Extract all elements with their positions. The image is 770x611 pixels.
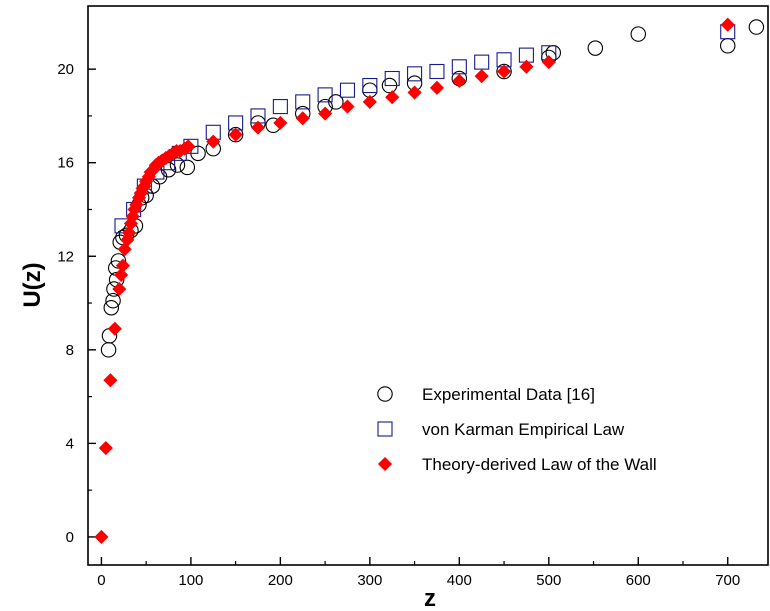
law-of-wall-point [120,232,135,248]
experimental-data-point [169,157,186,173]
y-tick-label: 0 [66,529,74,546]
legend-marker [377,456,393,472]
law-of-wall-point [98,440,114,456]
legend-marker [377,386,393,402]
law-of-wall-point [228,127,243,142]
law-of-wall-point [474,69,489,84]
x-tick-label: 400 [447,572,472,589]
x-tick-label: 100 [178,572,203,589]
data-marks [94,17,765,545]
axis-ticks: 0 100 200 300 400 500 600 700 0 4 8 12 16 20 [57,61,740,589]
law-of-wall-point [429,80,445,96]
law-of-wall-point [94,529,109,545]
legend-label: von Karman Empirical Law [422,420,625,439]
legend: Experimental Data [16] von Karman Empiric… [377,385,657,474]
law-of-wall-point [113,267,129,283]
y-tick-label: 8 [66,342,74,359]
law-of-wall-point [385,90,400,105]
series-2 [114,24,736,234]
legend-marker [377,421,393,437]
von-karman-point [362,77,378,94]
y-tick-label: 16 [57,155,74,172]
experimental-data-point [587,40,604,56]
law-of-wall-point [452,73,467,88]
von-karman-point [339,82,356,98]
y-axis-title: U(z) [19,262,46,307]
law-of-wall-point [250,120,266,135]
experimental-data-point [496,63,512,80]
law-of-wall-point [496,64,512,79]
von-karman-point [429,63,445,80]
x-tick-label: 700 [715,572,740,589]
experimental-data-point [105,292,121,309]
y-tick-label: 4 [66,435,74,452]
von-karman-point [407,66,423,82]
law-of-wall-point [117,242,132,257]
von-karman-point [474,54,490,70]
experimental-data-point [227,126,244,143]
experimental-data-point [179,159,196,176]
y-tick-label: 20 [57,61,74,78]
series-1 [100,19,765,358]
law-of-wall-point [103,373,118,388]
x-tick-label: 600 [626,572,651,589]
law-of-wall-point [340,99,355,114]
von-karman-point [295,94,311,110]
law-of-wall-point [295,111,310,126]
law-of-wall-point [273,115,288,131]
x-axis-title: z [424,585,436,611]
y-tick-label: 12 [57,248,74,265]
law-of-wall-point [720,17,735,32]
law-of-wall-point [317,106,333,121]
law-of-wall-point [122,225,137,241]
x-tick-label: 500 [536,572,561,589]
experimental-data-point [103,299,120,316]
von-karman-point [317,87,333,103]
x-tick-label: 200 [268,572,293,589]
legend-label: Experimental Data [16] [422,385,595,404]
experimental-data-point [719,38,736,54]
von-karman-point [384,70,400,87]
law-of-wall-point [107,321,122,336]
experimental-data-point [630,26,647,42]
x-tick-label: 300 [357,572,382,589]
von-karman-point [272,99,288,115]
legend-label: Theory-derived Law of the Wall [422,455,657,474]
law-of-wall-point [541,54,556,70]
plot-frame [87,5,769,566]
law-of-wall-point [181,139,196,154]
law-of-wall-point [112,281,127,297]
experimental-data-point [748,19,765,35]
law-of-wall-point [125,209,140,224]
law-of-wall-point [115,258,131,273]
law-of-wall-point [519,59,534,74]
series-3 [94,17,735,545]
law-of-wall-point [206,134,221,149]
experimental-data-point [100,342,117,358]
law-of-wall-point [362,94,377,110]
x-tick-label: 0 [97,572,105,589]
law-of-wall-point [407,85,422,100]
